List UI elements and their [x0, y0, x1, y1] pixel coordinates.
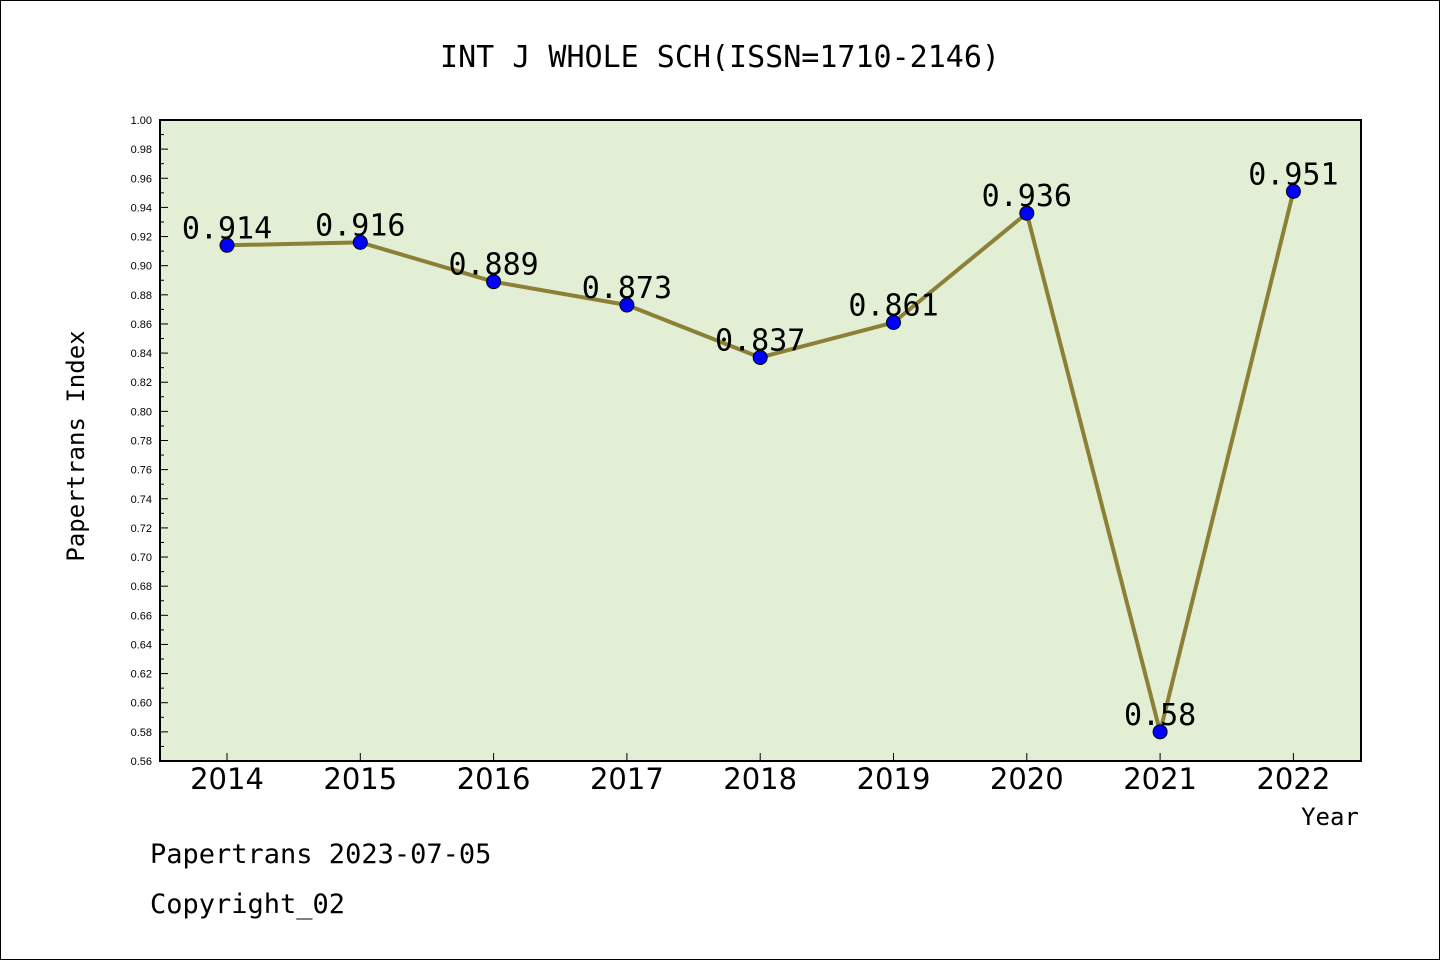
- y-axis-title: Papertrans Index: [62, 330, 90, 561]
- data-label-2021: 0.58: [1124, 698, 1196, 733]
- x-tick-label: 2018: [723, 762, 797, 796]
- y-tick-label: 0.72: [131, 523, 152, 535]
- x-tick-label: 2014: [190, 762, 264, 796]
- y-tick-label: 0.64: [131, 639, 152, 651]
- plot-area: [159, 119, 1362, 762]
- data-label-2016: 0.889: [448, 248, 538, 283]
- y-tick-label: 0.82: [131, 377, 152, 389]
- y-tick-label: 0.96: [131, 173, 152, 185]
- data-point-2014: [219, 237, 235, 253]
- data-label-2017: 0.873: [582, 271, 672, 306]
- data-label-2015: 0.916: [315, 208, 405, 243]
- y-tick-label: 0.88: [131, 290, 152, 302]
- x-tick-label: 2021: [1123, 762, 1197, 796]
- data-point-2015: [352, 234, 368, 250]
- data-label-2019: 0.861: [848, 288, 938, 323]
- y-tick-label: 0.62: [131, 669, 152, 681]
- y-tick-label: 0.74: [131, 494, 152, 506]
- y-tick-label: 0.66: [131, 610, 152, 622]
- x-tick-label: 2015: [323, 762, 397, 796]
- data-point-2020: [1019, 205, 1035, 221]
- y-tick-label: 0.60: [131, 698, 152, 710]
- y-tick-label: 0.56: [131, 756, 152, 768]
- data-point-2022: [1285, 183, 1301, 199]
- data-point-2016: [486, 274, 502, 290]
- data-point-2021: [1152, 724, 1168, 740]
- x-tick-label: 2020: [990, 762, 1064, 796]
- y-tick-label: 0.98: [131, 144, 152, 156]
- data-point-2019: [886, 314, 901, 330]
- y-tick-label: 0.76: [131, 465, 152, 477]
- y-tick-label: 0.58: [131, 727, 152, 739]
- y-axis: 0.56 0.58 0.60 0.62 0.64 0.66 0.68 0.70 0.72 0.74…: [131, 115, 168, 768]
- y-tick-label: 1.00: [131, 115, 152, 127]
- data-label-2020: 0.936: [982, 179, 1072, 214]
- x-axis-title: Year: [1301, 803, 1359, 831]
- data-point-2017: [619, 297, 635, 313]
- y-tick-label: 0.70: [131, 552, 152, 564]
- x-tick-label: 2019: [857, 762, 931, 796]
- y-tick-label: 0.84: [131, 348, 152, 360]
- y-tick-label: 0.90: [131, 261, 152, 273]
- chart-title: INT J WHOLE SCH(ISSN=1710-2146): [440, 40, 1000, 75]
- footer-copyright: Copyright_02: [150, 889, 345, 920]
- y-tick-label: 0.68: [131, 581, 152, 593]
- data-points: [219, 183, 1301, 740]
- data-point-2018: [752, 349, 768, 365]
- y-tick-label: 0.80: [131, 406, 152, 418]
- data-label-2022: 0.951: [1248, 157, 1338, 192]
- x-tick-label: 2016: [457, 762, 531, 796]
- y-tick-label: 0.86: [131, 319, 152, 331]
- x-axis: 2014 2015 2016 2017 2018 2019 2020 2021 2022: [190, 753, 1330, 796]
- y-tick-label: 0.92: [131, 232, 152, 244]
- footer-date: Papertrans 2023-07-05: [150, 839, 491, 870]
- data-label-2018: 0.837: [715, 323, 805, 358]
- x-tick-label: 2022: [1256, 762, 1330, 796]
- data-label-2014: 0.914: [182, 211, 272, 246]
- y-tick-label: 0.78: [131, 436, 152, 448]
- x-tick-label: 2017: [590, 762, 664, 796]
- data-labels: 0.914 0.916 0.889 0.873 0.837 0.861 0.936 0.58 0…: [182, 157, 1339, 732]
- y-tick-label: 0.94: [131, 202, 152, 214]
